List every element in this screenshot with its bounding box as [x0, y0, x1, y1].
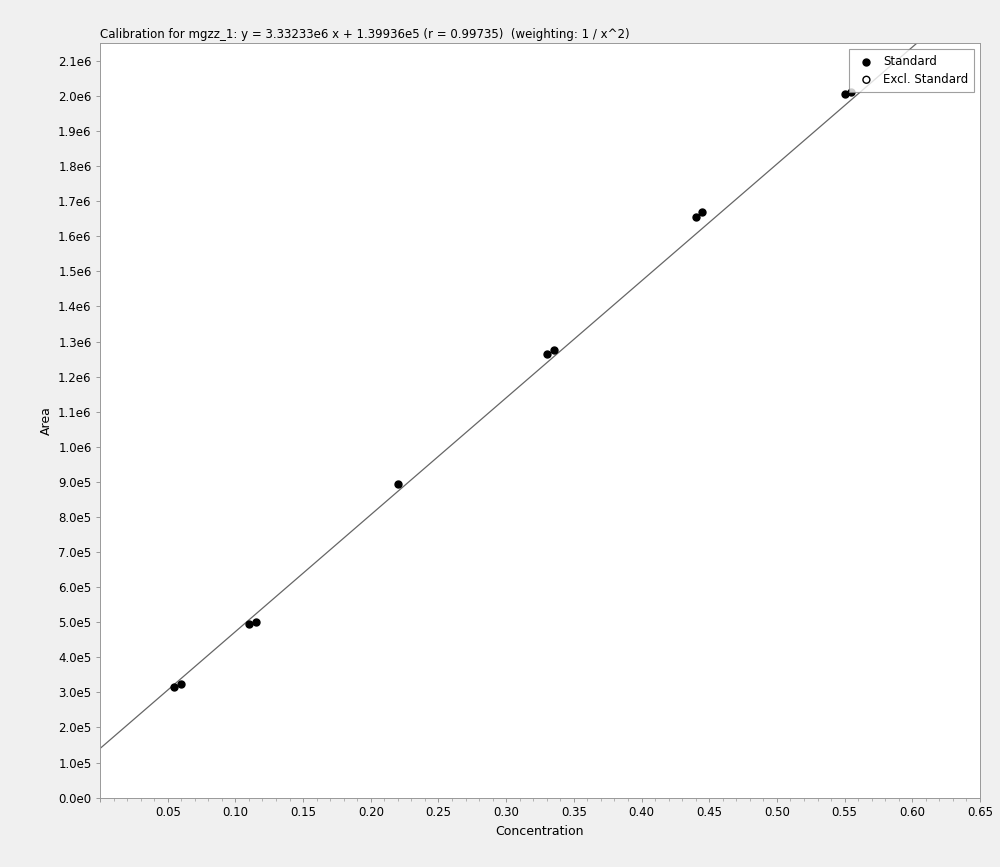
Standard	[390, 477, 406, 491]
Legend: Standard, Excl. Standard: Standard, Excl. Standard	[849, 49, 974, 92]
Standard	[166, 681, 182, 694]
Standard	[688, 210, 704, 224]
Standard	[241, 617, 257, 631]
Y-axis label: Area: Area	[40, 406, 53, 435]
Standard	[248, 616, 264, 629]
Standard	[694, 205, 710, 218]
X-axis label: Concentration: Concentration	[496, 825, 584, 838]
Standard	[837, 88, 853, 101]
Text: Calibration for mgzz_1: y = 3.33233e6 x + 1.39936e5 (r = 0.99735)  (weighting: 1: Calibration for mgzz_1: y = 3.33233e6 x …	[100, 28, 630, 41]
Standard	[173, 676, 189, 690]
Standard	[546, 343, 562, 357]
Standard	[539, 347, 555, 361]
Standard	[843, 86, 859, 100]
